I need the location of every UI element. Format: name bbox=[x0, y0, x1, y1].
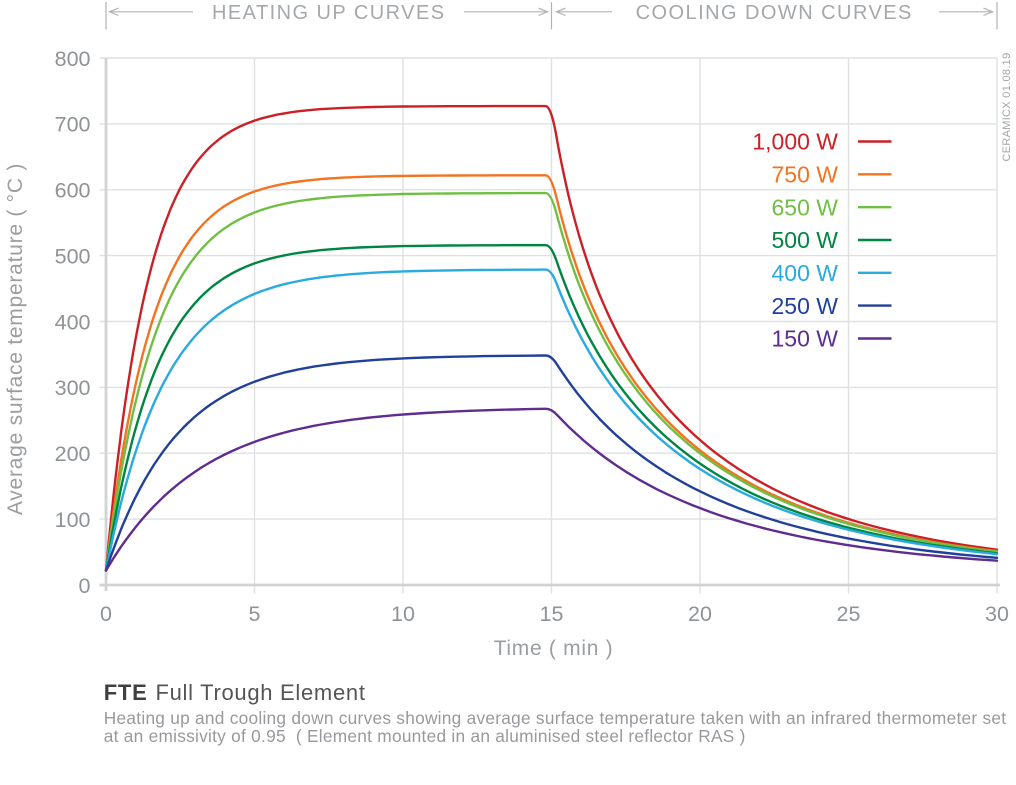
svg-text:10: 10 bbox=[391, 602, 415, 626]
svg-text:25: 25 bbox=[837, 602, 861, 626]
svg-text:0: 0 bbox=[79, 574, 91, 598]
svg-text:750 W: 750 W bbox=[772, 162, 839, 188]
svg-text:700: 700 bbox=[55, 113, 91, 137]
svg-text:1,000 W: 1,000 W bbox=[752, 129, 838, 155]
svg-text:650 W: 650 W bbox=[772, 194, 839, 220]
svg-text:0: 0 bbox=[100, 602, 112, 626]
svg-text:400: 400 bbox=[55, 310, 91, 334]
svg-text:500: 500 bbox=[55, 244, 91, 268]
svg-text:100: 100 bbox=[55, 508, 91, 532]
svg-text:800: 800 bbox=[55, 47, 91, 71]
svg-text:500 W: 500 W bbox=[772, 227, 839, 253]
svg-text:400 W: 400 W bbox=[772, 260, 839, 286]
svg-text:30: 30 bbox=[985, 602, 1009, 626]
svg-text:250 W: 250 W bbox=[772, 293, 839, 319]
svg-text:300: 300 bbox=[55, 376, 91, 400]
svg-text:20: 20 bbox=[688, 602, 712, 626]
svg-text:15: 15 bbox=[540, 602, 564, 626]
svg-text:5: 5 bbox=[249, 602, 261, 626]
svg-text:150 W: 150 W bbox=[772, 326, 839, 352]
svg-text:200: 200 bbox=[55, 442, 91, 466]
svg-text:600: 600 bbox=[55, 179, 91, 203]
